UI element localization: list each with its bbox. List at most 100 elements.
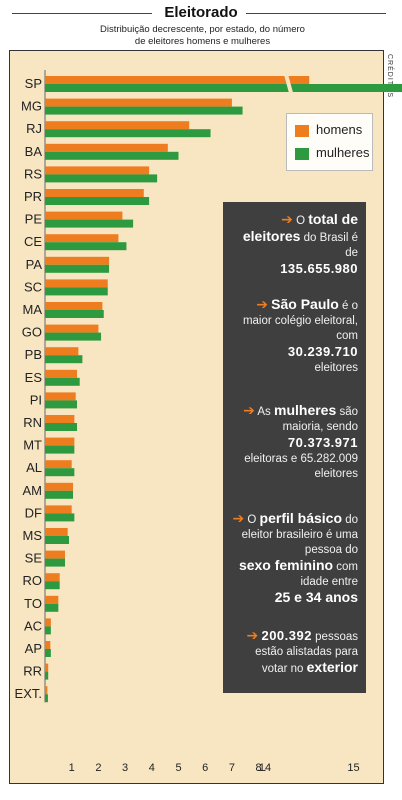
bar-homens [45, 618, 51, 627]
bar-homens [45, 460, 72, 469]
bar-mulheres [45, 219, 134, 228]
category-label: SE [25, 551, 43, 566]
category-label: EXT. [15, 686, 42, 701]
bar-mulheres [45, 332, 102, 341]
category-label: RO [23, 573, 43, 588]
bar-homens [45, 663, 49, 672]
x-tick-label: 5 [175, 762, 181, 774]
category-label: TO [24, 596, 42, 611]
x-tick-label: 4 [149, 762, 155, 774]
x-tick-label: 8 [256, 762, 262, 774]
x-tick-label: 7 [229, 762, 235, 774]
axis-break-mark [283, 72, 294, 96]
info-highlight: 25 e 34 anos [274, 589, 358, 605]
x-tick-label: 1 [69, 762, 75, 774]
info-perfil-basico: ➔ O perfil básico do eleitor brasileiro … [228, 511, 358, 607]
bar-mulheres [45, 264, 110, 273]
bar-mulheres [45, 423, 78, 431]
bar-homens [45, 256, 110, 265]
info-text: é o maior colégio eleitoral, com [242, 300, 358, 342]
info-highlight: perfil básico [259, 510, 342, 526]
category-label: MS [23, 528, 43, 543]
category-label: GO [22, 325, 42, 340]
bar-homens [45, 595, 59, 604]
category-label: AL [26, 460, 42, 475]
bar-mulheres [45, 558, 66, 567]
bar-mulheres [45, 694, 48, 703]
bar-homens [45, 98, 232, 107]
info-highlight: exterior [306, 659, 358, 675]
bar-homens [45, 482, 74, 491]
category-label: RR [23, 664, 42, 679]
bar-mulheres [45, 242, 127, 251]
bar-mulheres [45, 377, 80, 386]
bar-mulheres [45, 84, 402, 92]
info-text: O [296, 215, 309, 227]
info-text: O [247, 514, 260, 526]
arrow-icon: ➔ [232, 510, 245, 526]
info-number: 135.655.980 [280, 261, 358, 276]
arrow-icon: ➔ [243, 402, 255, 418]
bar-mulheres [45, 490, 74, 499]
info-highlight: mulheres [274, 402, 337, 418]
category-label: AC [24, 618, 42, 633]
bar-homens [45, 211, 123, 220]
legend-label-homens: homens [316, 122, 363, 137]
bar-mulheres [45, 581, 60, 590]
x-tick-label: 2 [95, 762, 101, 774]
arrow-icon: ➔ [246, 627, 259, 643]
x-tick-label: 14 [259, 762, 271, 774]
bar-homens [45, 143, 168, 152]
bar-mulheres [45, 468, 75, 477]
bar-homens [45, 641, 51, 649]
bar-homens [45, 686, 48, 695]
bar-mulheres [45, 603, 59, 612]
bar-homens [45, 437, 75, 446]
x-tick-label: 6 [202, 762, 208, 774]
category-label: RN [23, 415, 42, 430]
title-rule-right [246, 13, 386, 14]
category-label: PB [25, 347, 42, 362]
bar-homens [45, 121, 190, 130]
bar-mulheres [45, 355, 83, 364]
info-text: pessoas estão alistadas para votar no [255, 631, 358, 675]
bar-homens [45, 189, 144, 197]
bar-mulheres [45, 400, 78, 409]
category-label: RJ [26, 121, 42, 136]
title-rule-left [12, 13, 152, 14]
category-label: AP [25, 641, 42, 656]
bar-mulheres [45, 197, 150, 205]
bar-homens [45, 347, 79, 356]
bar-mulheres [45, 536, 70, 544]
bar-mulheres [45, 151, 179, 160]
info-highlight: total de eleitores [242, 211, 358, 244]
category-label: PR [24, 189, 42, 204]
category-label: PI [30, 392, 42, 407]
legend-swatch-mulheres [295, 148, 309, 160]
category-label: ES [25, 370, 43, 385]
category-label: MG [21, 99, 42, 114]
category-label: PA [26, 257, 43, 272]
info-highlight: sexo feminino [238, 557, 334, 573]
bar-homens [45, 505, 72, 514]
arrow-icon: ➔ [256, 296, 268, 312]
x-tick-label: 15 [347, 762, 359, 774]
chart-title: Eleitorado [164, 4, 238, 21]
category-label: SC [24, 279, 42, 294]
arrow-icon: ➔ [281, 211, 293, 227]
category-label: RS [24, 166, 42, 181]
x-tick-label: ... [257, 762, 266, 774]
info-text: do Brasil é de [300, 232, 358, 259]
bar-homens [45, 573, 60, 582]
category-label: CE [24, 234, 42, 249]
info-sao-paulo: ➔ São Paulo é o maior colégio eleitoral,… [228, 297, 358, 376]
info-text: eleitoras e 65.282.009 eleitores [244, 453, 358, 480]
info-text: eleitores [314, 362, 358, 374]
bar-homens [45, 550, 66, 559]
legend: homens mulheres [286, 113, 373, 171]
bar-homens [45, 166, 150, 175]
bar-mulheres [45, 671, 49, 680]
info-text: As [257, 406, 274, 418]
bar-homens [45, 234, 119, 243]
